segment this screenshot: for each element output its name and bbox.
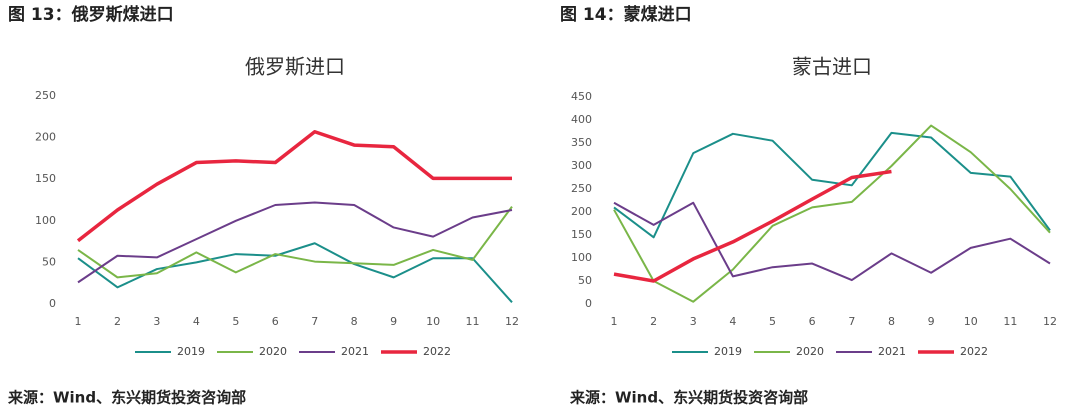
y-tick-label: 350 <box>571 136 592 149</box>
y-tick-label: 450 <box>571 90 592 103</box>
x-tick-label: 3 <box>153 315 160 328</box>
legend-label: 2022 <box>960 345 988 358</box>
y-tick-label: 300 <box>571 159 592 172</box>
x-tick-label: 10 <box>426 315 440 328</box>
x-tick-label: 11 <box>466 315 480 328</box>
series-line <box>613 169 892 283</box>
y-tick-label: 200 <box>571 205 592 218</box>
x-tick-label: 4 <box>729 315 736 328</box>
x-tick-label: 7 <box>311 315 318 328</box>
x-tick-label: 11 <box>1003 315 1017 328</box>
x-tick-label: 6 <box>272 315 279 328</box>
x-tick-label: 5 <box>232 315 239 328</box>
x-tick-label: 4 <box>193 315 200 328</box>
x-tick-label: 9 <box>928 315 935 328</box>
series-line <box>613 131 1051 239</box>
legend-label: 2020 <box>796 345 824 358</box>
y-tick-label: 50 <box>42 255 56 268</box>
chart-title: 蒙古进口 <box>792 55 872 79</box>
figure-caption: 图 13：俄罗斯煤进口 <box>8 4 174 25</box>
y-tick-label: 150 <box>571 228 592 241</box>
chart-title: 俄罗斯进口 <box>245 55 345 79</box>
y-tick-label: 50 <box>578 274 592 287</box>
source-note: 来源：Wind、东兴期货投资咨询部 <box>569 389 808 407</box>
series-line <box>613 201 1051 282</box>
y-tick-label: 100 <box>571 251 592 264</box>
source-note: 来源：Wind、东兴期货投资咨询部 <box>7 389 246 407</box>
x-tick-label: 12 <box>505 315 519 328</box>
y-tick-label: 150 <box>35 172 56 185</box>
y-tick-label: 200 <box>35 131 56 144</box>
x-tick-label: 6 <box>809 315 816 328</box>
x-tick-label: 8 <box>888 315 895 328</box>
x-tick-label: 5 <box>769 315 776 328</box>
x-tick-label: 2 <box>114 315 121 328</box>
x-tick-label: 9 <box>390 315 397 328</box>
x-tick-label: 7 <box>848 315 855 328</box>
series-line <box>77 201 513 284</box>
x-tick-label: 1 <box>611 315 618 328</box>
x-tick-label: 1 <box>75 315 82 328</box>
x-tick-label: 3 <box>690 315 697 328</box>
x-tick-label: 12 <box>1043 315 1057 328</box>
series-line <box>77 242 513 304</box>
legend-label: 2021 <box>878 345 906 358</box>
y-tick-label: 100 <box>35 214 56 227</box>
x-tick-label: 8 <box>351 315 358 328</box>
y-tick-label: 0 <box>49 297 56 310</box>
legend-label: 2022 <box>423 345 451 358</box>
x-tick-label: 10 <box>964 315 978 328</box>
x-tick-label: 2 <box>650 315 657 328</box>
series-line <box>77 206 513 279</box>
y-tick-label: 250 <box>35 89 56 102</box>
legend-label: 2019 <box>177 345 205 358</box>
legend-label: 2021 <box>341 345 369 358</box>
legend-label: 2020 <box>259 345 287 358</box>
y-tick-label: 400 <box>571 113 592 126</box>
figure-caption: 图 14：蒙煤进口 <box>560 4 692 25</box>
series-line <box>76 130 512 243</box>
series-line <box>613 124 1051 303</box>
legend-label: 2019 <box>714 345 742 358</box>
y-tick-label: 250 <box>571 182 592 195</box>
y-tick-label: 0 <box>585 297 592 310</box>
